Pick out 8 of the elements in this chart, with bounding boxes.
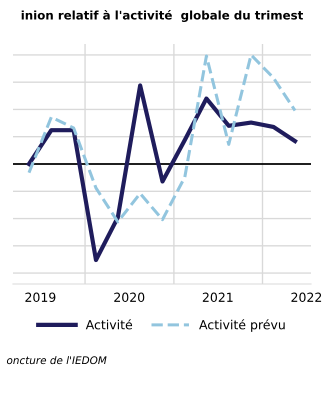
x-tick-label: 2020: [114, 292, 144, 302]
legend-label: Activité prévu: [199, 319, 285, 332]
text: oncture de l'IEDOM: [6, 356, 107, 364]
x-tick-label: 2022: [291, 292, 322, 302]
chart-title: inion relatif à l'activité globale du trimest: [22, 10, 304, 22]
x-tick-label: 2021: [202, 292, 233, 302]
legend-label: Activité: [86, 319, 132, 330]
x-tick-label: 2019: [25, 292, 56, 302]
